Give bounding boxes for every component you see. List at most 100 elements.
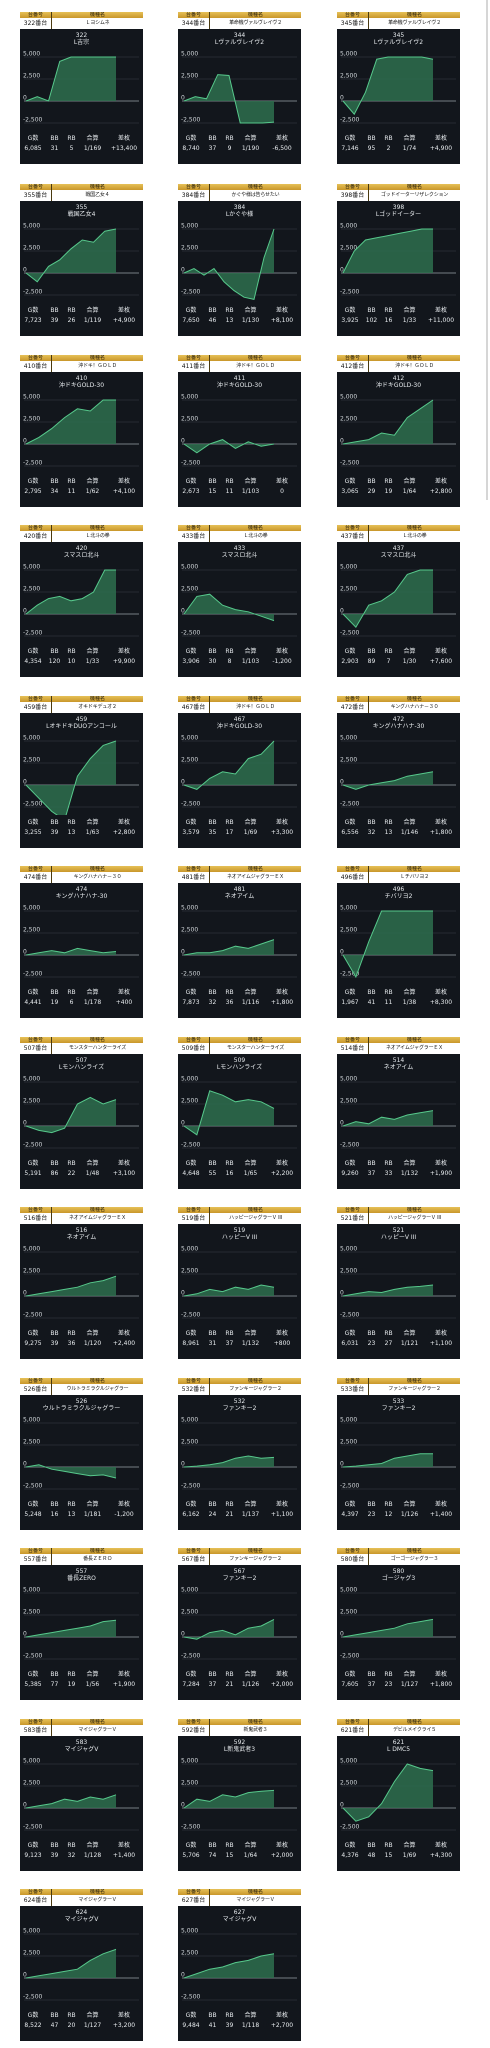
machine-card[interactable]: 台番号 583番台 機種名 マイジャグラーＶ 583 マイジャグV 5,000 2,500 0 -… xyxy=(20,1719,143,1871)
machine-card[interactable]: 台番号 509番台 機種名 モンスターハンターライズ 509 Lモンハンライズ 5,000 2… xyxy=(178,1037,301,1189)
machine-name-cell: 機種名 ネオアイムジャグラーＥＸ xyxy=(52,1207,143,1224)
graph-title-number: 345 xyxy=(392,32,405,39)
stat-value: 13 xyxy=(384,829,393,836)
machine-card[interactable]: 台番号 521番台 機種名 ハッピージャグラーＶ III 521 ハッピーV III 5,0… xyxy=(337,1207,460,1359)
graph-line xyxy=(342,1110,434,1127)
stat-label: 合算 xyxy=(86,819,99,826)
stat-label: 合算 xyxy=(403,1501,416,1508)
machine-card[interactable]: 台番号 398番台 機種名 ゴッドイーターリザレクション 398 Lゴッドイーター 5,00… xyxy=(337,184,460,336)
stat-diff: 差枚 -1,200 xyxy=(105,1500,143,1528)
stat-label: BB xyxy=(50,989,59,996)
stats-row: G数 9,484 BB 41 RB 39 合算 1/118 差枚 +2,700 xyxy=(178,2011,301,2039)
stat-label: 差枚 xyxy=(117,989,130,996)
machine-card[interactable]: 台番号 624番台 機種名 マイジャグラーＶ 624 マイジャグV 5,000 2,500 0 -… xyxy=(20,1889,143,2041)
graph-area xyxy=(26,570,116,614)
machine-card[interactable]: 台番号 516番台 機種名 ネオアイムジャグラーＥＸ 516 ネオアイム 5,000 2,50… xyxy=(20,1207,143,1359)
machine-card[interactable]: 台番号 437番台 機種名 Ｌ北斗の拳 437 スマスロ北斗 5,000 2,500 0 -2,5… xyxy=(337,525,460,677)
machine-no-value: 344番台 xyxy=(178,18,209,29)
slump-graph: 5,000 2,500 0 -2,500 xyxy=(181,51,297,124)
machine-name-cell: 機種名 ネオアイムジャグラーＥＸ xyxy=(210,866,301,883)
y-tick-label: 0 xyxy=(23,1802,27,1809)
stat-games: G数 6,556 xyxy=(337,818,363,846)
machine-no-label: 台番号 xyxy=(20,866,51,872)
stat-games: G数 4,354 xyxy=(20,647,46,675)
stat-diff: 差枚 +8,100 xyxy=(263,306,301,334)
scrollbar[interactable] xyxy=(486,0,488,500)
machine-card[interactable]: 台番号 567番台 機種名 ファンキージャグラー２ 567 ファンキー2 5,000 2,50… xyxy=(178,1548,301,1700)
machine-card[interactable]: 台番号 580番台 機種名 ゴーゴージャグラー３ 580 ゴージャグ3 5,000 2,500… xyxy=(337,1548,460,1700)
stat-label: 差枚 xyxy=(275,1160,288,1167)
y-tick-label: -2,500 xyxy=(181,1312,201,1319)
graph-title-number: 533 xyxy=(392,1398,405,1405)
stats-row: G数 4,397 BB 23 RB 12 合算 1/126 差枚 +1,400 xyxy=(337,1500,460,1528)
machine-name-value: 沖ドキ！ＧＯＬＤ xyxy=(210,361,301,372)
machine-name-value: かぐや様は告らせたい xyxy=(210,190,301,201)
stats-row: G数 9,123 BB 39 RB 32 合算 1/128 差枚 +1,400 xyxy=(20,1841,143,1869)
machine-card[interactable]: 台番号 472番台 機種名 キングハナハナ－３０ 472 キングハナハナ-30 5,000 2… xyxy=(337,696,460,848)
machine-card[interactable]: 台番号 467番台 機種名 沖ドキ！ＧＯＬＤ 467 沖ドキGOLD-30 5,000 2,5… xyxy=(178,696,301,848)
stat-value: 1/118 xyxy=(241,2022,260,2029)
graph-title-number: 411 xyxy=(233,375,246,382)
machine-no-value: 355番台 xyxy=(20,190,51,201)
machine-card[interactable]: 台番号 433番台 機種名 Ｌ北斗の拳 433 スマスロ北斗 5,000 2,500 0 -2,5… xyxy=(178,525,301,677)
y-tick-label: -2,500 xyxy=(181,1994,201,2001)
machine-card[interactable]: 台番号 474番台 機種名 キングハナハナ－３０ 474 キングハナハナ-30 5,000 2… xyxy=(20,866,143,1018)
machine-name-label: 機種名 xyxy=(210,696,301,702)
machine-card[interactable]: 台番号 526番台 機種名 ウルトラミラクルジャグラー 526 ウルトラミラクルジャグラー… xyxy=(20,1378,143,1530)
machine-card[interactable]: 台番号 557番台 機種名 番長ＺＥＲＯ 557 番長ZERO 5,000 2,500 0 -2,… xyxy=(20,1548,143,1700)
machine-card[interactable]: 台番号 507番台 機種名 モンスターハンターライズ 507 Lモンハンライズ 5,000 2… xyxy=(20,1037,143,1189)
graph-area xyxy=(26,400,116,444)
stat-label: 差枚 xyxy=(275,989,288,996)
stats-row: G数 4,648 BB 55 RB 16 合算 1/65 差枚 +2,200 xyxy=(178,1159,301,1187)
machine-card[interactable]: 台番号 519番台 機種名 ハッピージャグラーＶ III 519 ハッピーV III 5,0… xyxy=(178,1207,301,1359)
slump-graph: 5,000 2,500 0 -2,500 xyxy=(340,1758,456,1831)
y-tick-label: 5,000 xyxy=(23,1246,40,1253)
machine-card[interactable]: 台番号 412番台 機種名 沖ドキ！ＧＯＬＤ 412 沖ドキGOLD-30 5,000 2,5… xyxy=(337,355,460,507)
machine-card[interactable]: 台番号 459番台 機種名 オキドキデュオ２ 459 LオキドキDUOアンコール 5,000… xyxy=(20,696,143,848)
machine-card[interactable]: 台番号 532番台 機種名 ファンキージャグラー２ 532 ファンキー2 5,000 2,50… xyxy=(178,1378,301,1530)
machine-no-label: 台番号 xyxy=(20,1378,51,1384)
slump-graph: 5,000 2,500 0 -2,500 xyxy=(181,1076,297,1149)
y-tick-label: 2,500 xyxy=(181,1439,198,1446)
machine-card[interactable]: 台番号 481番台 機種名 ネオアイムジャグラーＥＸ 481 ネオアイム 5,000 2,50… xyxy=(178,866,301,1018)
y-tick-label: 2,500 xyxy=(23,245,40,252)
stat-label: RB xyxy=(67,1842,76,1849)
machine-card[interactable]: 台番号 621番台 機種名 デビルメイクライ５ 621 L DMC5 5,000 2,500 0… xyxy=(337,1719,460,1871)
machine-card[interactable]: 台番号 384番台 機種名 かぐや様は告らせたい 384 Lかぐや様 5,000 2,500 0… xyxy=(178,184,301,336)
machine-no-value: 583番台 xyxy=(20,1725,51,1736)
stat-value: 1/116 xyxy=(241,999,260,1006)
machine-card[interactable]: 台番号 344番台 機種名 革命機ヴァルヴレイヴ２ 344 Lヴァルヴレイヴ2 5,000 2… xyxy=(178,12,301,164)
card-header: 台番号 567番台 機種名 ファンキージャグラー２ xyxy=(178,1548,301,1565)
machine-card[interactable]: 台番号 322番台 機種名 Ｌヨシムネ 322 L吉宗 5,000 2,500 0 -2,500 G… xyxy=(20,12,143,164)
stat-label: RB xyxy=(384,648,393,655)
machine-card[interactable]: 台番号 420番台 機種名 Ｌ北斗の拳 420 スマスロ北斗 5,000 2,500 0 -2,5… xyxy=(20,525,143,677)
stat-value: 1/121 xyxy=(400,1340,419,1347)
stat-rb: RB 19 xyxy=(63,1670,80,1698)
card-header: 台番号 557番台 機種名 番長ＺＥＲＯ xyxy=(20,1548,143,1565)
stat-rb: RB 23 xyxy=(380,1670,397,1698)
machine-card[interactable]: 台番号 496番台 機種名 Ｌチバリヨ２ 496 チバリヨ2 5,000 2,500 0 -2,5… xyxy=(337,866,460,1018)
machine-card[interactable]: 台番号 355番台 機種名 戦国乙女４ 355 戦国乙女4 5,000 2,500 0 -2,50… xyxy=(20,184,143,336)
machine-card[interactable]: 台番号 410番台 機種名 沖ドキ！ＧＯＬＤ 410 沖ドキGOLD-30 5,000 2,5… xyxy=(20,355,143,507)
machine-card[interactable]: 台番号 592番台 機種名 新鬼武者３ 592 L新鬼武者3 5,000 2,500 0 -2,5… xyxy=(178,1719,301,1871)
stat-value: 7,873 xyxy=(182,999,200,1006)
y-tick-label: 2,500 xyxy=(23,1780,40,1787)
stat-combined: 合算 1/119 xyxy=(80,306,105,334)
stat-rb: RB 16 xyxy=(221,1159,238,1187)
machine-card[interactable]: 台番号 345番台 機種名 革命機ヴァルヴレイヴ２ 345 Lヴァルヴレイヴ2 5,000 2… xyxy=(337,12,460,164)
machine-no-label: 台番号 xyxy=(178,1037,209,1043)
machine-name-cell: 機種名 マイジャグラーＶ xyxy=(52,1719,143,1736)
card-header: 台番号 433番台 機種名 Ｌ北斗の拳 xyxy=(178,525,301,542)
machine-name-value: 革命機ヴァルヴレイヴ２ xyxy=(210,18,301,29)
machine-card[interactable]: 台番号 627番台 機種名 マイジャグラーＶ 627 マイジャグV 5,000 2,500 0 -… xyxy=(178,1889,301,2041)
machine-no-label: 台番号 xyxy=(178,1889,209,1895)
y-tick-label: -2,500 xyxy=(181,1483,201,1490)
machine-card[interactable]: 台番号 533番台 機種名 ファンキージャグラー２ 533 ファンキー2 5,000 2,50… xyxy=(337,1378,460,1530)
stat-games: G数 1,967 xyxy=(337,988,363,1016)
card-header: 台番号 437番台 機種名 Ｌ北斗の拳 xyxy=(337,525,460,542)
stat-value: 89 xyxy=(367,658,376,665)
machine-card[interactable]: 台番号 411番台 機種名 沖ドキ！ＧＯＬＤ 411 沖ドキGOLD-30 5,000 2,5… xyxy=(178,355,301,507)
machine-card[interactable]: 台番号 514番台 機種名 ネオアイムジャグラーＥＸ 514 ネオアイム 5,000 2,50… xyxy=(337,1037,460,1189)
graph-line xyxy=(25,1096,117,1134)
y-tick-label: 5,000 xyxy=(181,1758,198,1765)
